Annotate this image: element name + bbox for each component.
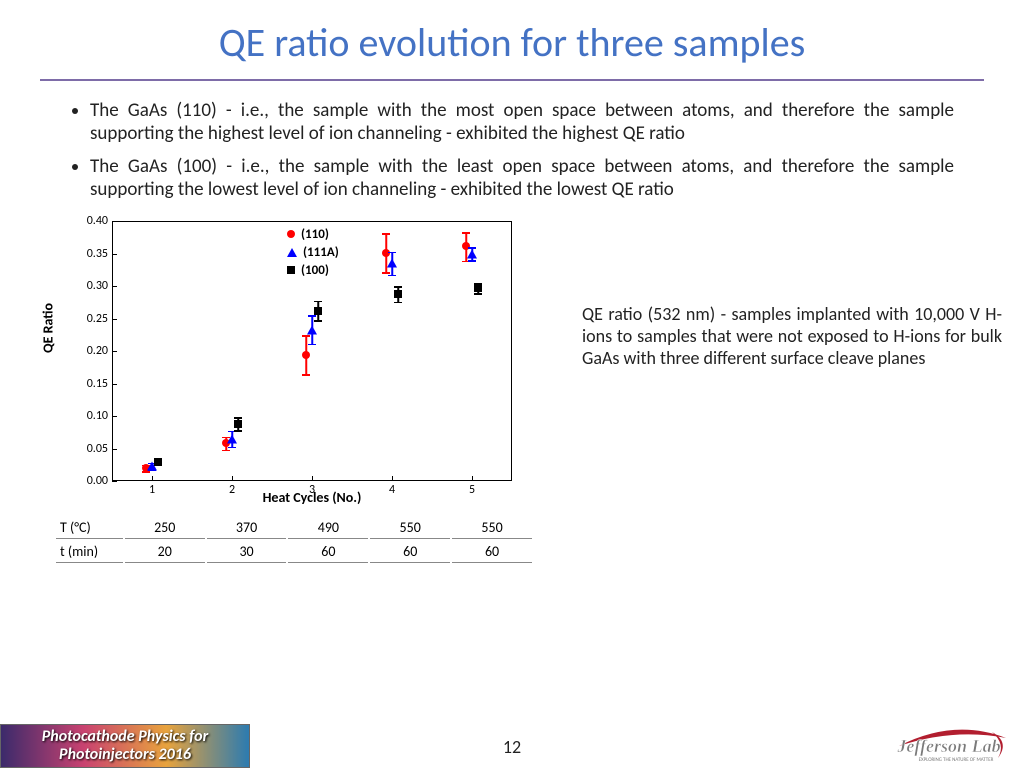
data-point xyxy=(387,259,397,268)
error-cap xyxy=(468,260,476,262)
error-cap xyxy=(308,344,316,346)
error-cap xyxy=(462,232,470,234)
heat-cycle-table: T (°C) 250 370 490 550 550 t (min) 20 30… xyxy=(54,515,534,565)
slide-footer: Photocathode Physics for Photoinjectors … xyxy=(0,720,1024,768)
bullet-item: The GaAs (100) - i.e., the sample with t… xyxy=(90,155,954,201)
title-underline xyxy=(40,79,984,81)
error-cap xyxy=(302,374,310,376)
y-tick-label: 0.05 xyxy=(72,442,108,456)
error-cap xyxy=(302,335,310,337)
data-point xyxy=(314,307,322,315)
y-tick-label: 0.20 xyxy=(72,344,108,358)
data-point xyxy=(394,290,402,298)
y-tick-label: 0.25 xyxy=(72,312,108,326)
y-tick-mark xyxy=(112,221,117,222)
qe-ratio-chart: QE Ratio Heat Cycles (No.) (110)(111A)(1… xyxy=(42,213,522,513)
page-number: 12 xyxy=(0,736,1024,758)
chart-caption: QE ratio (532 nm) - samples implanted wi… xyxy=(582,303,1002,369)
error-cap xyxy=(474,293,482,295)
error-cap xyxy=(394,302,402,304)
logo-subtext: EXPLORING THE NATURE OF MATTER xyxy=(919,757,994,763)
table-cell: 60 xyxy=(288,541,368,563)
error-cap xyxy=(394,286,402,288)
table-cell: 550 xyxy=(452,517,532,539)
data-point xyxy=(307,325,317,334)
y-tick-mark xyxy=(112,416,117,417)
x-tick-label: 4 xyxy=(389,483,395,497)
table-cell: 60 xyxy=(370,541,450,563)
y-tick-mark xyxy=(112,254,117,255)
logo-text: Jefferson Lab xyxy=(896,736,1000,756)
data-point xyxy=(154,458,162,466)
error-cap xyxy=(314,301,322,303)
y-axis-label: QE Ratio xyxy=(40,303,57,353)
jefferson-lab-logo: Jefferson Lab EXPLORING THE NATURE OF MA… xyxy=(884,724,1014,764)
table-label: t (min) xyxy=(56,541,123,563)
error-cap xyxy=(308,315,316,317)
y-tick-mark xyxy=(112,449,117,450)
error-cap xyxy=(314,320,322,322)
legend-label: (100) xyxy=(301,263,329,278)
y-tick-label: 0.40 xyxy=(72,214,108,228)
y-tick-mark xyxy=(112,384,117,385)
table-cell: 60 xyxy=(452,541,532,563)
x-tick-label: 1 xyxy=(149,483,155,497)
legend-marker-icon xyxy=(287,248,297,257)
x-tick-mark xyxy=(472,476,473,481)
y-tick-mark xyxy=(112,481,117,482)
legend-item: (100) xyxy=(287,261,339,279)
error-cap xyxy=(234,430,242,432)
error-cap xyxy=(382,272,390,274)
data-point xyxy=(467,249,477,258)
data-point xyxy=(227,434,237,443)
legend-label: (110) xyxy=(301,227,329,242)
y-tick-mark xyxy=(112,319,117,320)
data-point xyxy=(474,284,482,292)
x-tick-mark xyxy=(152,476,153,481)
y-tick-label: 0.15 xyxy=(72,377,108,391)
legend-item: (111A) xyxy=(287,243,339,261)
chart-legend: (110) (111A) (100) xyxy=(287,225,339,279)
error-cap xyxy=(222,450,230,452)
error-cap xyxy=(234,417,242,419)
table-cell: 370 xyxy=(207,517,287,539)
error-cap xyxy=(382,233,390,235)
table-cell: 550 xyxy=(370,517,450,539)
y-tick-label: 0.30 xyxy=(72,279,108,293)
table-cell: 490 xyxy=(288,517,368,539)
bullet-item: The GaAs (110) - i.e., the sample with t… xyxy=(90,99,954,145)
y-tick-label: 0.00 xyxy=(72,474,108,488)
x-tick-mark xyxy=(232,476,233,481)
slide-title: QE ratio evolution for three samples xyxy=(0,0,1024,79)
legend-item: (110) xyxy=(287,225,339,243)
table-cell: 30 xyxy=(207,541,287,563)
legend-marker-icon xyxy=(287,266,295,274)
bullet-list: The GaAs (110) - i.e., the sample with t… xyxy=(90,99,954,201)
table-cell: 20 xyxy=(125,541,205,563)
x-tick-label: 2 xyxy=(229,483,235,497)
table-label: T (°C) xyxy=(56,517,123,539)
y-tick-label: 0.35 xyxy=(72,247,108,261)
error-cap xyxy=(228,447,236,449)
y-tick-mark xyxy=(112,351,117,352)
table-row: T (°C) 250 370 490 550 550 xyxy=(56,517,532,539)
table-cell: 250 xyxy=(125,517,205,539)
table-row: t (min) 20 30 60 60 60 xyxy=(56,541,532,563)
x-tick-mark xyxy=(392,476,393,481)
error-cap xyxy=(388,275,396,277)
y-tick-mark xyxy=(112,286,117,287)
data-point xyxy=(234,420,242,428)
y-tick-label: 0.10 xyxy=(72,409,108,423)
x-tick-label: 3 xyxy=(309,483,315,497)
legend-label: (111A) xyxy=(303,245,339,260)
data-point xyxy=(302,351,310,359)
x-tick-mark xyxy=(312,476,313,481)
error-cap xyxy=(388,252,396,254)
legend-marker-icon xyxy=(287,230,295,238)
x-tick-label: 5 xyxy=(469,483,475,497)
